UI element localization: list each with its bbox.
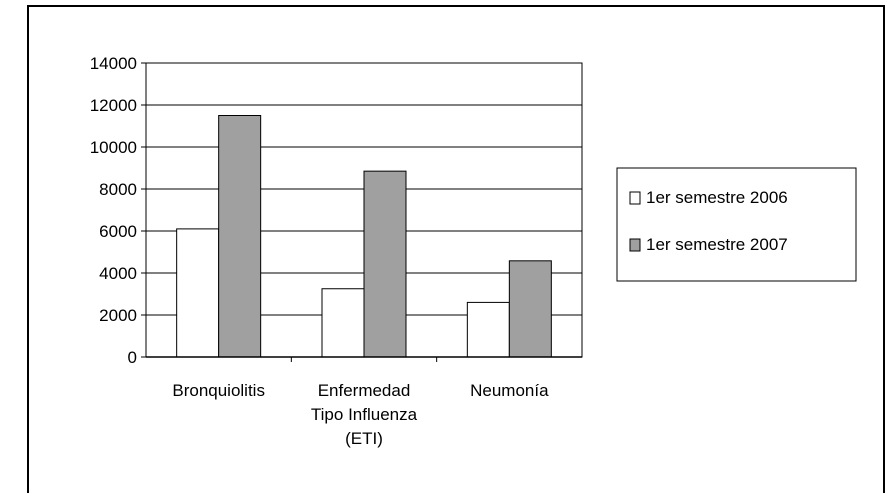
x-category-label-line: Neumonía [470,381,549,400]
bar-2007 [508,260,552,358]
x-category-label: Enfermedad Tipo Influenza (ETI) [311,381,418,448]
chart-border [27,5,885,493]
y-tick-label: 2000 [99,306,137,325]
y-tick-label: 8000 [99,180,137,199]
legend-swatch-2007 [629,238,641,252]
y-tick-label: 6000 [99,222,137,241]
bar-2007 [218,115,262,358]
x-category-label-line: (ETI) [345,429,383,448]
y-tick-label: 14000 [90,54,137,73]
x-category-label: Bronquiolitis [172,381,265,400]
bar-2006 [321,288,365,358]
y-tick-label: 12000 [90,96,137,115]
legend-swatch-2006 [629,191,641,205]
legend: 1er semestre 2006 1er semestre 2007 [616,167,857,282]
bar-2007 [363,170,407,358]
y-tick-label: 10000 [90,138,137,157]
legend-label-2006: 1er semestre 2006 [646,188,788,207]
legend-label-2007: 1er semestre 2007 [646,235,788,254]
legend-box [616,167,857,282]
x-category-label-line: Enfermedad [318,381,411,400]
y-tick-label: 0 [128,348,137,367]
axes: 0 2000 4000 6000 8000 10000 12000 14000 Bronquio… [90,54,582,448]
bars [176,115,552,358]
x-category-label-line: Bronquiolitis [172,381,265,400]
bar-2006 [176,228,220,358]
x-category-label-line: Tipo Influenza [311,405,418,424]
x-category-label: Neumonía [470,381,549,400]
bar-2006 [466,301,510,358]
y-tick-label: 4000 [99,264,137,283]
